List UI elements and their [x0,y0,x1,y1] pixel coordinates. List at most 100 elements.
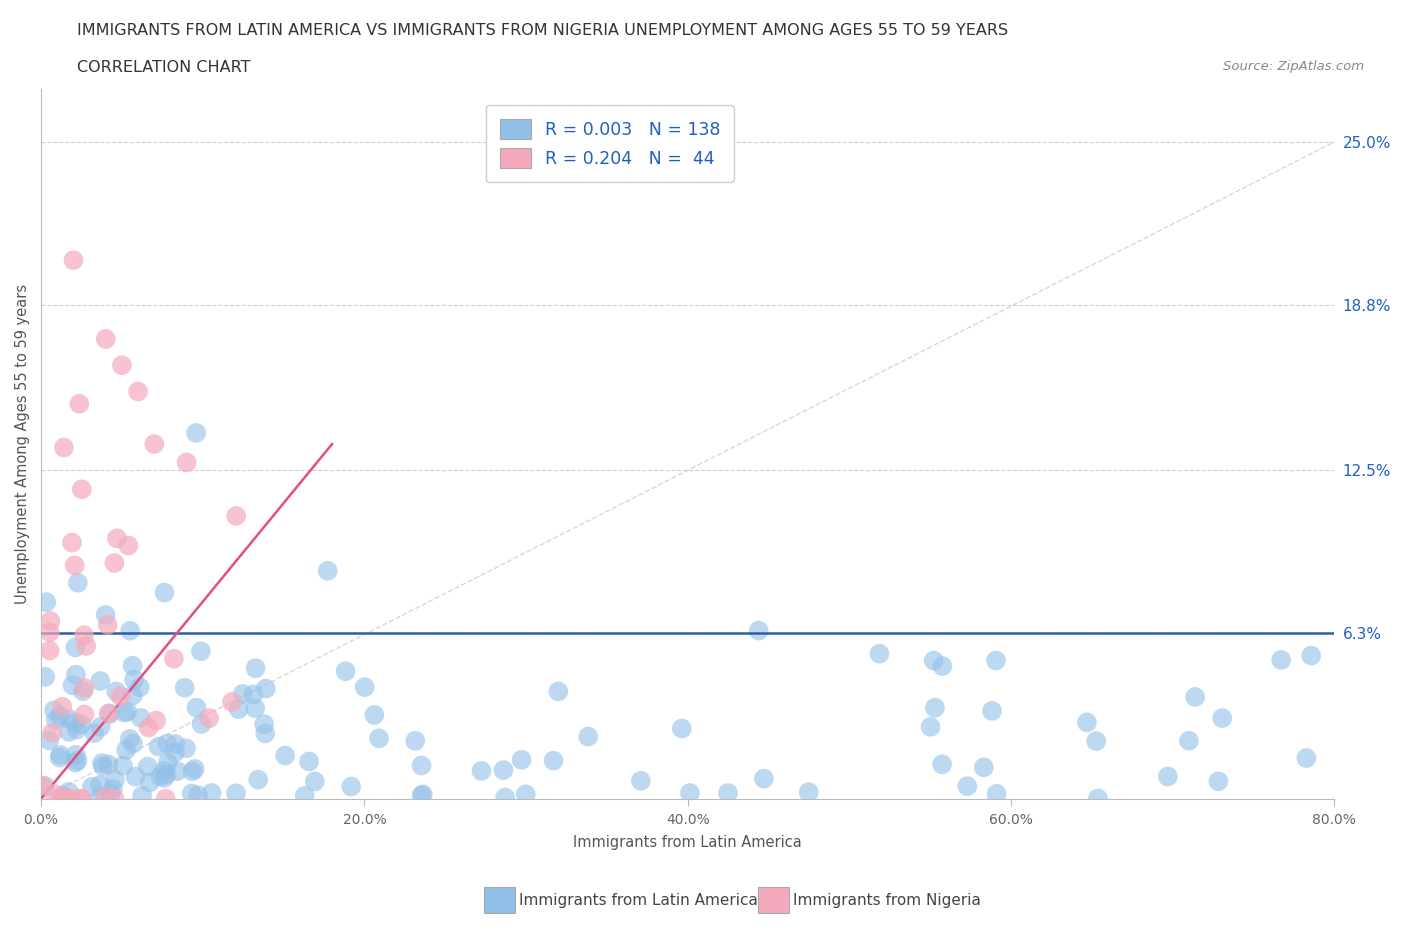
Point [103,555,125,570]
Point [748,623,770,638]
Point [136,759,159,774]
Point [254,681,277,696]
Point [153,585,176,600]
Point [66,576,89,591]
Point [163,651,186,666]
Point [1270,653,1292,668]
Point [62,678,84,693]
Point [245,661,267,676]
Point [49,709,72,724]
Point [80,779,103,794]
Point [58,784,80,799]
Point [49,748,72,763]
Point [412,787,434,802]
Point [254,726,277,741]
Legend: R = 0.003   N = 138, R = 0.204   N =  44: R = 0.003 N = 138, R = 0.204 N = 44 [486,105,734,181]
Point [65,755,87,770]
Point [73,681,96,696]
Point [184,762,207,777]
Point [868,646,890,661]
Point [90,720,112,735]
Point [91,755,114,770]
Point [115,742,138,757]
Point [922,653,945,668]
Text: CORRELATION CHART: CORRELATION CHART [77,60,250,75]
X-axis label: Immigrants from Latin America: Immigrants from Latin America [574,835,801,850]
Point [186,426,208,441]
Point [515,787,537,802]
Point [752,771,775,786]
Point [122,688,145,703]
Point [75,639,97,654]
Point [181,764,204,778]
Point [1157,769,1180,784]
Point [294,789,316,804]
Point [63,715,86,730]
Point [65,667,87,682]
Point [920,720,942,735]
Point [112,758,135,773]
Point [65,748,87,763]
Point [186,700,208,715]
Point [38,643,60,658]
Point [679,786,702,801]
Point [984,653,1007,668]
Point [166,764,188,778]
Point [225,509,247,524]
Point [176,455,198,470]
Point [42,703,65,718]
Point [228,702,250,717]
Point [60,535,83,550]
Point [187,788,209,803]
Point [31,777,53,792]
Point [198,711,221,725]
Point [245,701,267,716]
Point [70,482,93,497]
Point [45,712,67,727]
Point [73,707,96,722]
Point [128,680,150,695]
Y-axis label: Unemployment Among Ages 55 to 59 years: Unemployment Among Ages 55 to 59 years [15,284,30,604]
Point [91,759,114,774]
Point [53,791,76,806]
Point [70,717,93,732]
Point [145,713,167,728]
Point [94,331,117,346]
Point [66,753,89,768]
Point [138,720,160,735]
Point [39,614,62,629]
Point [118,731,141,746]
Point [543,753,565,768]
Point [298,754,321,769]
Point [53,791,76,806]
Point [101,781,124,796]
Point [35,594,58,609]
Point [66,722,89,737]
Point [49,791,72,806]
Point [59,711,82,726]
Point [232,686,254,701]
Point [630,774,652,789]
Point [129,711,152,725]
Point [510,752,533,767]
Point [117,538,139,553]
Point [38,625,60,640]
Point [1301,648,1323,663]
Text: Immigrants from Nigeria: Immigrants from Nigeria [793,893,981,908]
Point [104,772,127,787]
Point [121,658,143,673]
Point [190,717,212,732]
Point [368,731,391,746]
Point [52,440,75,455]
Point [547,684,569,698]
Point [576,729,599,744]
Point [55,791,77,806]
Text: IMMIGRANTS FROM LATIN AMERICA VS IMMIGRANTS FROM NIGERIA UNEMPLOYMENT AMONG AGES: IMMIGRANTS FROM LATIN AMERICA VS IMMIGRA… [77,23,1008,38]
Point [42,787,65,802]
Point [353,680,375,695]
Point [48,751,70,765]
Point [225,786,247,801]
Point [956,778,979,793]
Point [67,396,90,411]
Point [340,779,363,794]
